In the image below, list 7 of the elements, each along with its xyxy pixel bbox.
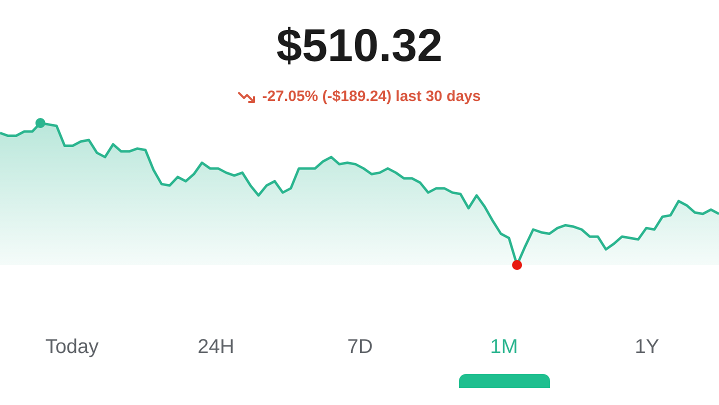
chart-subtitle: -27.05% (-$189.24) last 30 days (262, 88, 481, 105)
text: Today (45, 336, 99, 359)
text: 1M (490, 336, 518, 359)
text: 24H (198, 336, 234, 359)
text: 1Y (634, 336, 660, 359)
chart-title: $510.32 (275, 18, 444, 72)
text: 7D (347, 336, 373, 359)
